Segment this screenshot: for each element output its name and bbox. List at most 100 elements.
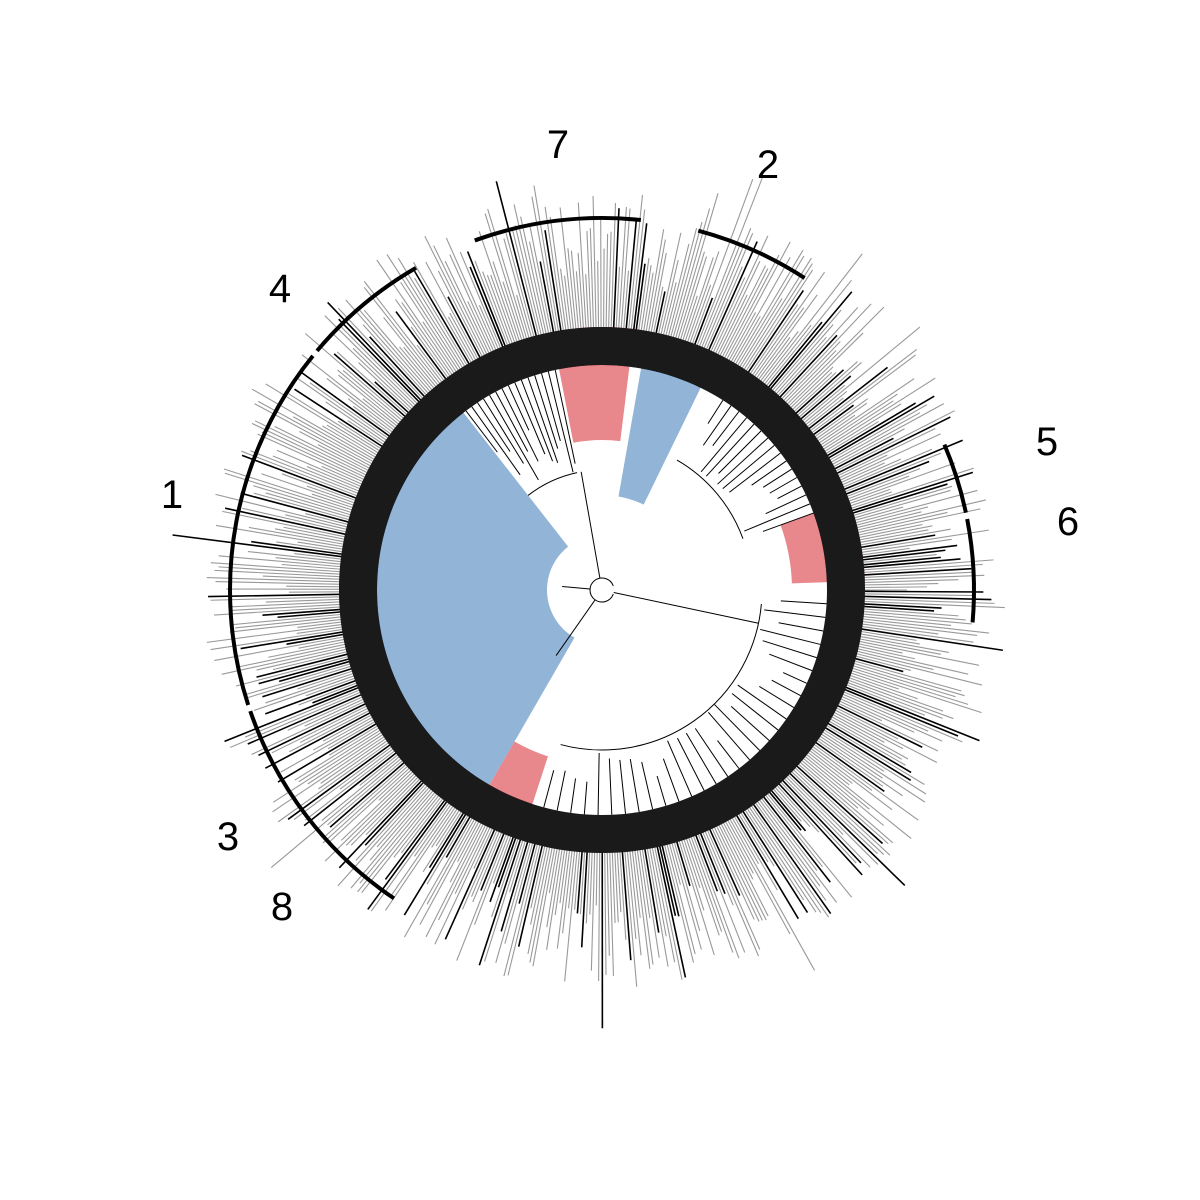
tip-bar — [640, 264, 652, 334]
tip-bar — [385, 805, 457, 911]
tip-bar — [322, 425, 379, 459]
tip-bar — [320, 736, 389, 784]
tip-bar — [859, 538, 952, 554]
tip-bar — [235, 655, 351, 687]
tip-bar — [742, 263, 813, 372]
tip-bar — [858, 528, 951, 546]
tip-bar — [272, 730, 384, 803]
tip-bar — [657, 232, 682, 337]
tip-bar — [706, 827, 761, 950]
tip-bar — [369, 336, 427, 400]
tip-bar — [710, 825, 755, 920]
tip-bar — [610, 202, 617, 331]
tip-bar — [287, 742, 393, 820]
tip-bar — [834, 706, 899, 740]
tip-bar — [858, 529, 989, 551]
tip-bar — [257, 433, 366, 484]
tip-bar — [478, 231, 519, 345]
tip-bar — [492, 833, 513, 884]
tip-bar — [814, 738, 884, 787]
tip-bar — [750, 271, 825, 378]
tip-bar — [503, 238, 533, 340]
tip-bar — [826, 719, 906, 766]
tip-bar — [358, 362, 413, 413]
tip-bar — [834, 416, 951, 476]
tip-bar — [210, 596, 343, 601]
tip-bar — [858, 627, 1003, 652]
tip-bar — [768, 291, 853, 392]
tip-bar — [626, 848, 637, 940]
tree-branch-layer — [338, 327, 865, 854]
tip-bar — [782, 776, 871, 868]
tip-bar — [270, 756, 404, 868]
tip-bar — [821, 728, 927, 795]
bracket-clade-2 — [697, 228, 806, 280]
tip-bar — [763, 792, 823, 868]
tip-bar — [805, 397, 844, 429]
tip-bar — [840, 692, 929, 732]
tip-bar — [860, 549, 946, 561]
tip-bar — [530, 843, 546, 909]
tip-bar — [286, 585, 343, 588]
tip-bar — [256, 648, 349, 671]
clade-label-2: 2 — [757, 143, 779, 187]
tip-bar — [560, 268, 570, 333]
tip-bar — [759, 796, 818, 871]
tip-bar — [741, 808, 809, 913]
bracket-clade-5 — [942, 443, 968, 514]
tip-bar — [214, 569, 343, 578]
tip-bar — [734, 812, 800, 920]
tree-branch — [718, 430, 762, 474]
tip-bar — [855, 645, 915, 660]
tip-bar — [777, 334, 838, 400]
tip-bar — [861, 605, 935, 612]
tree-branch — [541, 373, 561, 442]
tip-bar — [318, 738, 390, 790]
bracket-clade-6 — [965, 518, 976, 623]
clade-label-3: 3 — [217, 815, 239, 859]
tip-bar — [288, 393, 382, 453]
tip-bar — [835, 703, 923, 748]
tip-bar — [822, 403, 902, 454]
tree-branch — [662, 758, 680, 802]
tip-bar — [287, 695, 365, 731]
tree-branch — [465, 410, 498, 453]
tip-bar — [422, 809, 464, 873]
tip-bar — [347, 419, 386, 447]
tip-bar — [755, 799, 821, 887]
tree-branch — [782, 672, 807, 684]
tip-bar — [303, 750, 399, 827]
tip-bar — [240, 492, 352, 524]
tip-bar — [851, 662, 965, 697]
tip-bar — [778, 779, 857, 864]
tip-bar — [435, 807, 462, 847]
tip-bar — [298, 638, 347, 649]
tip-bar — [760, 253, 863, 385]
tip-bar — [305, 513, 351, 526]
tip-bar — [562, 848, 573, 934]
tip-bar — [848, 671, 899, 690]
tip-bar — [567, 248, 577, 332]
tip-bar — [668, 841, 681, 885]
tip-bar — [347, 398, 395, 434]
tree-branch — [712, 411, 740, 446]
tree-branch — [700, 417, 748, 473]
tip-bar — [663, 842, 695, 963]
tip-bar — [837, 699, 883, 722]
tip-bar — [764, 279, 852, 388]
tip-bar — [799, 758, 859, 809]
tip-bar — [447, 316, 476, 364]
tip-bar — [467, 301, 493, 355]
tree-branch — [771, 679, 801, 697]
tip-bar — [739, 810, 775, 867]
tip-bar — [847, 674, 918, 700]
tip-bar — [403, 815, 474, 938]
tip-bar — [828, 412, 921, 464]
tip-bar — [286, 633, 346, 645]
tip-bar — [852, 506, 904, 522]
tip-bar — [861, 563, 983, 574]
tip-bar — [861, 567, 972, 576]
tip-bar — [744, 269, 814, 374]
tip-bar — [822, 725, 912, 781]
